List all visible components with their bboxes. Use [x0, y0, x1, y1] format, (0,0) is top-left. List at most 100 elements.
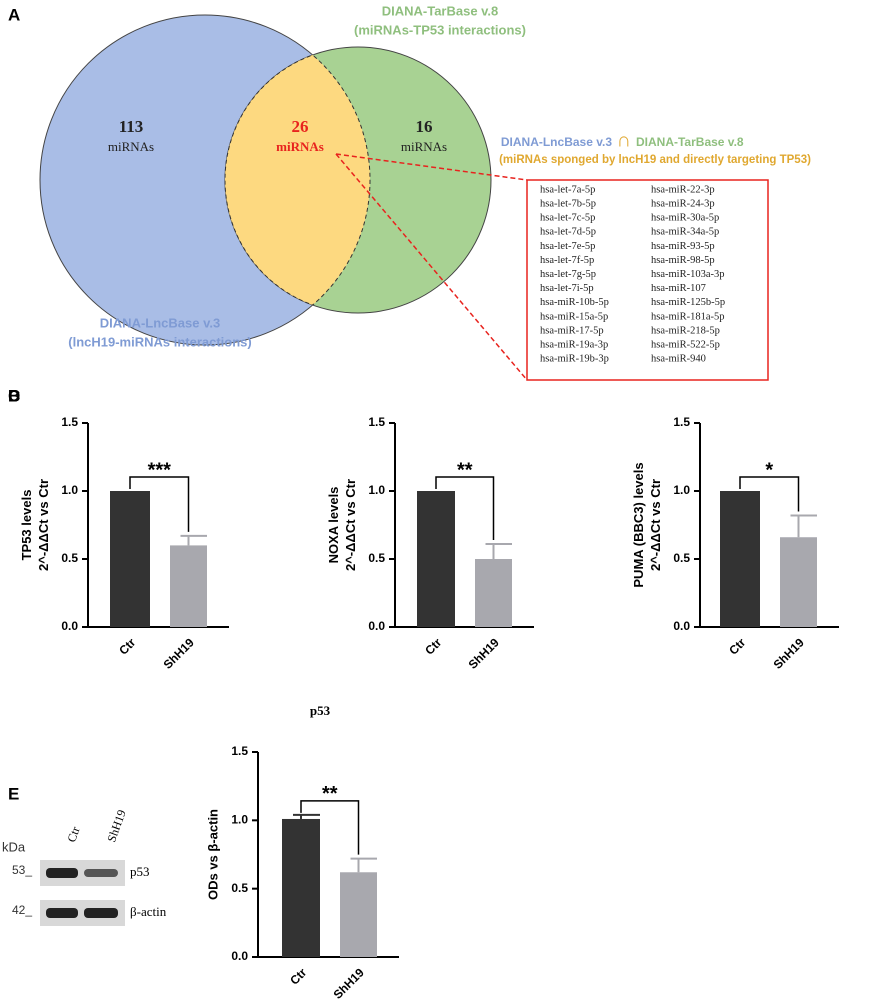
- connector: [335, 153, 528, 181]
- panel-label: D: [8, 386, 20, 405]
- count-unit: miRNAs: [401, 139, 447, 154]
- mirna: hsa-miR-30a-5p: [651, 213, 719, 224]
- mirna: hsa-let-7c-5p: [540, 213, 595, 224]
- bar: [340, 872, 377, 957]
- mw-label: 53_: [12, 863, 32, 877]
- set-label: (miRNAs-TP53 interactions): [354, 22, 526, 37]
- significance-bracket: [739, 476, 800, 512]
- y-tick-label: 0.5: [231, 881, 248, 895]
- mirna: hsa-miR-107: [651, 283, 706, 294]
- lane-label: ShH19: [104, 808, 129, 844]
- y-tick-label: 1.0: [231, 813, 248, 827]
- mirna: hsa-miR-10b-5p: [540, 297, 609, 308]
- bar: [780, 537, 817, 627]
- unit-label: kDa: [2, 839, 26, 854]
- intersection-border: [225, 47, 371, 313]
- y-tick-label: 1.5: [368, 415, 385, 429]
- significance: **: [457, 459, 473, 481]
- mirna: hsa-miR-125b-5p: [651, 297, 725, 308]
- bar: [282, 818, 320, 957]
- box-title: DIANA-LncBase v.3: [501, 135, 612, 149]
- mirna: hsa-miR-98-5p: [651, 255, 715, 266]
- x-tick-label: Ctr: [726, 635, 748, 657]
- y-tick-label: 1.0: [673, 483, 690, 497]
- band: [46, 908, 78, 918]
- y-axis-label: 2^-ΔΔCt vs Ctr: [36, 479, 51, 571]
- significance: *: [765, 459, 773, 481]
- x-tick-label: ShH19: [161, 635, 198, 672]
- significance-bracket: [300, 800, 360, 855]
- count: 113: [119, 117, 144, 136]
- connector: [335, 153, 528, 381]
- mirna: hsa-miR-181a-5p: [651, 311, 725, 322]
- y-axis-label: ODs vs β-actin: [205, 809, 220, 900]
- mirna: hsa-miR-218-5p: [651, 325, 720, 336]
- y-axis-label: 2^-ΔΔCt vs Ctr: [343, 479, 358, 571]
- mirna: hsa-miR-22-3p: [651, 184, 715, 195]
- y-tick-label: 0.0: [61, 619, 78, 633]
- y-axis-label: NOXA levels: [326, 487, 341, 564]
- bar: [475, 559, 512, 627]
- panel-label: A: [8, 5, 20, 24]
- set-label: DIANA-LncBase v.3: [100, 315, 220, 330]
- x-tick-label: ShH19: [771, 635, 808, 672]
- bar: [110, 491, 150, 627]
- count: 16: [416, 117, 433, 136]
- mirna: hsa-miR-93-5p: [651, 241, 715, 252]
- mirna: hsa-miR-19b-3p: [540, 354, 609, 365]
- mirna: hsa-let-7e-5p: [540, 241, 595, 252]
- significance-bracket: [129, 476, 190, 532]
- panel-label: C: [8, 386, 20, 405]
- x-tick-label: Ctr: [287, 965, 309, 987]
- y-tick-label: 0.0: [368, 619, 385, 633]
- box-title: (miRNAs sponged by lncH19 and directly t…: [499, 154, 811, 166]
- mirna: hsa-miR-34a-5p: [651, 227, 719, 238]
- y-tick-label: 0.0: [231, 949, 248, 963]
- mirna: hsa-let-7i-5p: [540, 283, 594, 294]
- mirna: hsa-miR-15a-5p: [540, 311, 608, 322]
- box-title: DIANA-TarBase v.8: [636, 135, 744, 149]
- band: [84, 908, 118, 918]
- box-title: ∩: [617, 129, 631, 151]
- x-tick-label: Ctr: [422, 635, 444, 657]
- mirna: hsa-miR-940: [651, 354, 706, 365]
- set-label: (lncH19-miRNAs interactions): [68, 334, 251, 349]
- y-tick-label: 1.5: [61, 415, 78, 429]
- mirna: hsa-let-7d-5p: [540, 227, 596, 238]
- set-label: DIANA-TarBase v.8: [382, 3, 499, 18]
- band: [84, 869, 118, 877]
- bar: [720, 491, 760, 627]
- bar: [170, 545, 207, 627]
- panel-label: E: [8, 784, 19, 803]
- significance: **: [322, 783, 338, 805]
- y-tick-label: 0.0: [673, 619, 690, 633]
- band-label: β-actin: [130, 904, 167, 919]
- y-tick-label: 0.5: [61, 551, 78, 565]
- mirna-box: [526, 179, 769, 381]
- y-axis-label: TP53 levels: [19, 490, 34, 561]
- mirna: hsa-miR-24-3p: [651, 199, 715, 210]
- chart-title: p53: [310, 703, 331, 718]
- x-tick-label: ShH19: [331, 965, 368, 1001]
- mirna: hsa-miR-19a-3p: [540, 340, 608, 351]
- count-unit: miRNAs: [108, 139, 154, 154]
- mirna: hsa-miR-522-5p: [651, 340, 720, 351]
- count: 26: [292, 117, 309, 136]
- bar: [417, 491, 455, 627]
- mirna: hsa-let-7f-5p: [540, 255, 594, 266]
- y-tick-label: 1.5: [231, 744, 248, 758]
- y-tick-label: 1.5: [673, 415, 690, 429]
- y-axis-label: PUMA (BBC3) levels: [631, 462, 646, 587]
- x-tick-label: Ctr: [116, 635, 138, 657]
- mw-label: 42_: [12, 903, 32, 917]
- significance-bracket: [435, 476, 495, 541]
- significance: ***: [148, 459, 172, 481]
- y-tick-label: 0.5: [368, 551, 385, 565]
- mirna: hsa-miR-103a-3p: [651, 269, 725, 280]
- panel-label: B: [8, 386, 20, 405]
- mirna: hsa-let-7a-5p: [540, 184, 595, 195]
- y-tick-label: 0.5: [673, 551, 690, 565]
- x-tick-label: ShH19: [466, 635, 503, 672]
- y-axis-label: 2^-ΔΔCt vs Ctr: [648, 479, 663, 571]
